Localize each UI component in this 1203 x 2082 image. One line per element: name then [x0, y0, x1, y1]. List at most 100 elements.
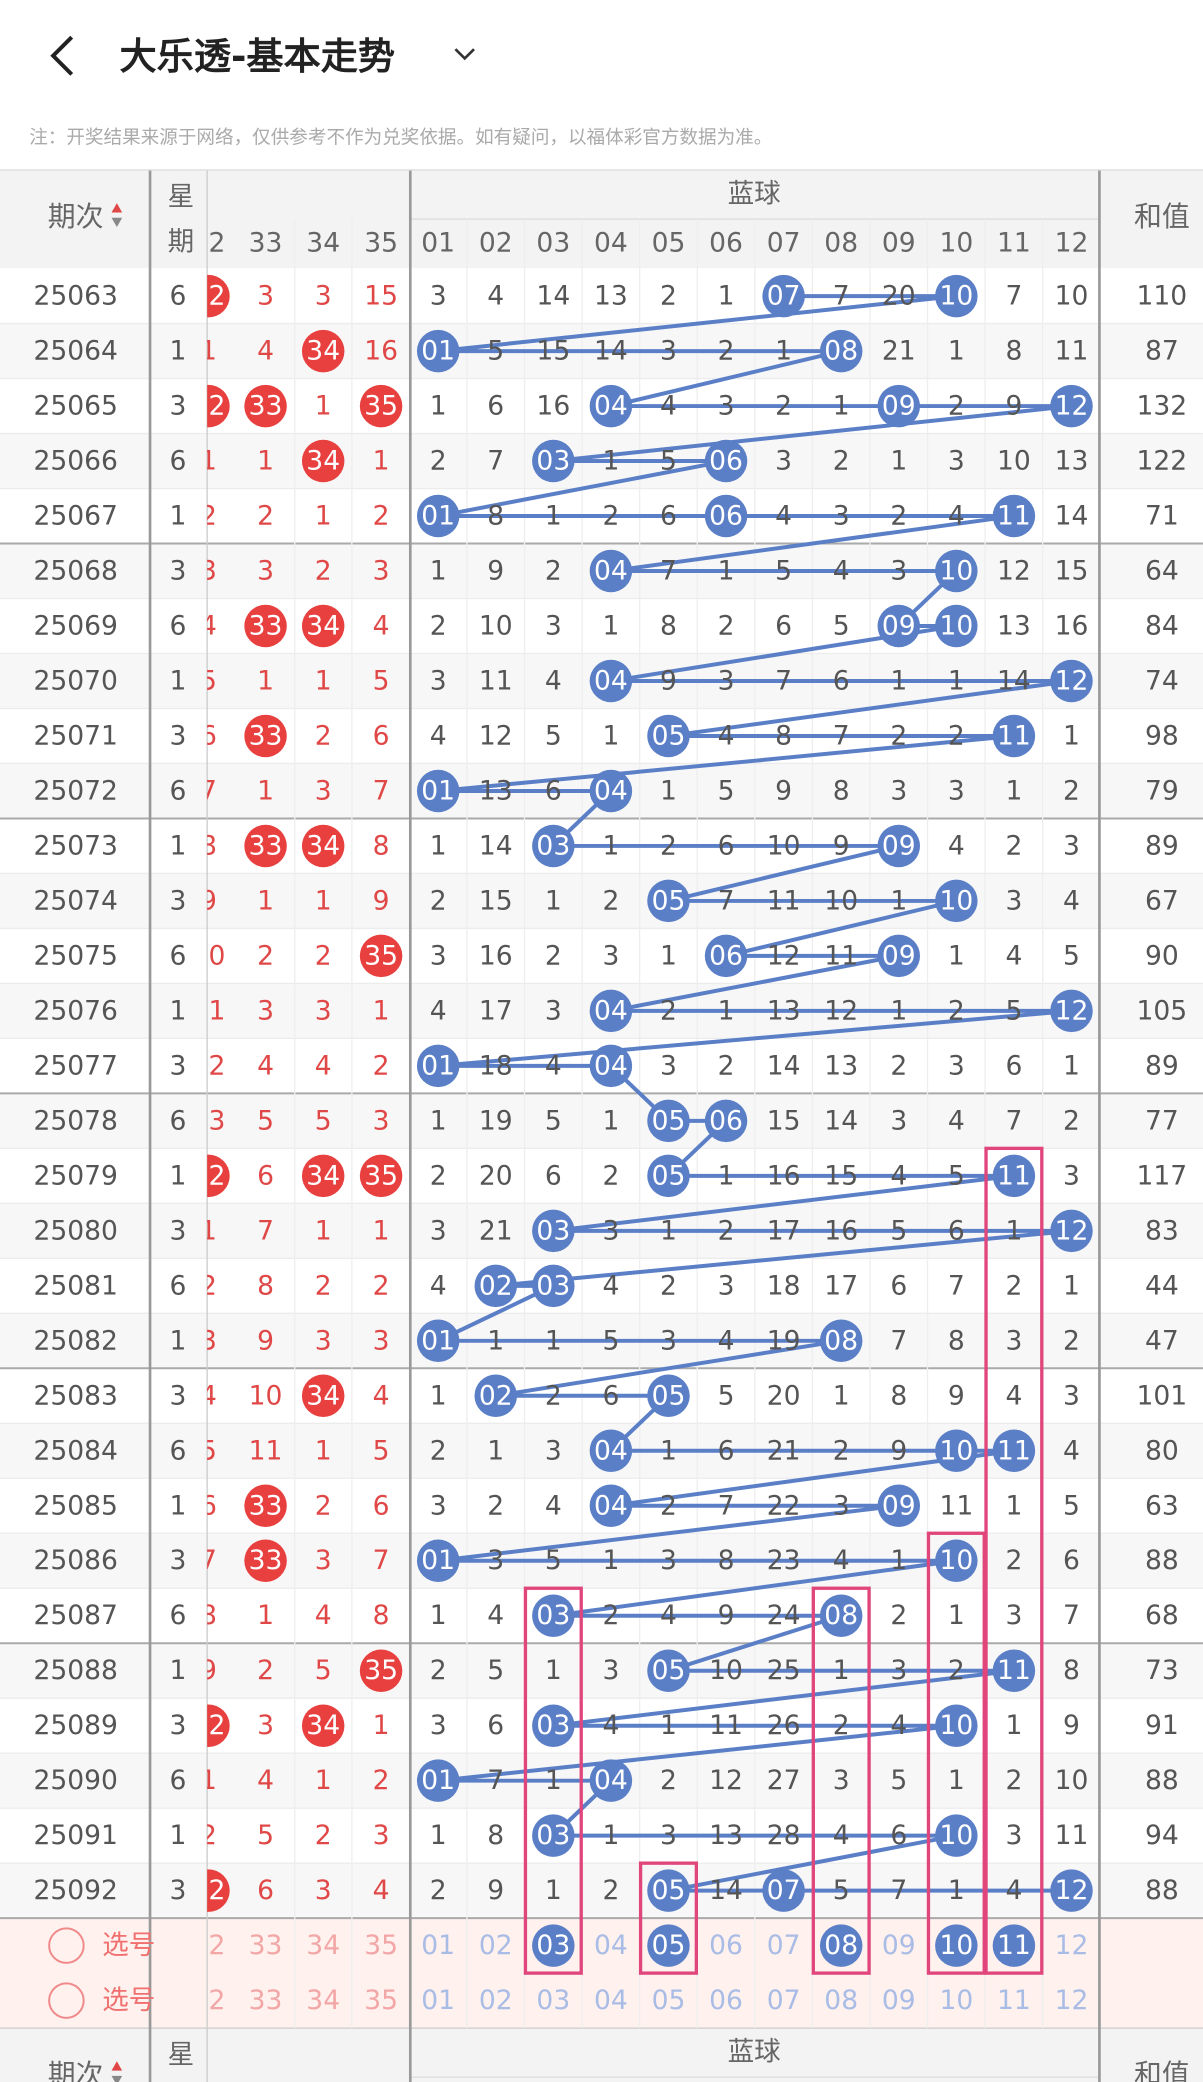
- selected-number[interactable]: 08: [824, 1930, 858, 1961]
- select-label[interactable]: 选号: [102, 1985, 155, 2016]
- blue-miss-count: 2: [1005, 1765, 1022, 1796]
- sort-up[interactable]: [111, 2061, 123, 2071]
- selected-number[interactable]: 05: [652, 1930, 686, 1961]
- select-blue-number[interactable]: 01: [421, 1985, 455, 2016]
- select-blue-number[interactable]: 11: [997, 1985, 1031, 2016]
- sort-down[interactable]: [111, 2075, 123, 2082]
- selected-number[interactable]: 10: [939, 1930, 973, 1961]
- select-red-number[interactable]: 35: [364, 1930, 398, 1961]
- selected-ball[interactable]: [532, 1924, 575, 1967]
- red-miss-count: 12: [192, 1050, 226, 1081]
- red-miss-count: 3: [373, 556, 390, 587]
- select-radio[interactable]: [48, 1982, 85, 2019]
- select-red-number[interactable]: 33: [249, 1985, 283, 2016]
- select-label[interactable]: 选号: [102, 1930, 155, 1961]
- blue-miss-count: 16: [767, 1160, 801, 1191]
- selected-ball[interactable]: [819, 1924, 863, 1967]
- blue-miss-count: 1: [602, 1545, 619, 1576]
- blue-ball: [589, 1429, 633, 1473]
- blue-ball-number: 05: [652, 1380, 686, 1411]
- red-cell: 4: [207, 1380, 217, 1411]
- blue-miss-count: 1: [487, 1325, 504, 1356]
- select-blue-number[interactable]: 09: [882, 1930, 916, 1961]
- select-red-number[interactable]: 34: [306, 1985, 340, 2016]
- select-radio[interactable]: [48, 1927, 85, 1964]
- select-blue-number[interactable]: 12: [1055, 1930, 1089, 1961]
- blue-miss-count: 1: [430, 1380, 447, 1411]
- blue-ball-number: 01: [421, 1765, 455, 1796]
- select-red-number[interactable]: 34: [306, 1930, 340, 1961]
- red-cell: 8: [373, 1600, 390, 1631]
- red-cell: 4: [315, 1050, 332, 1081]
- blue-ball-number: 10: [939, 556, 973, 587]
- weekday: 3: [169, 1875, 186, 1906]
- blue-miss-count: 2: [545, 556, 562, 587]
- select-blue-number[interactable]: 05: [652, 1985, 686, 2016]
- select-red-number[interactable]: 32: [192, 1930, 226, 1961]
- select-blue-number[interactable]: 02: [479, 1985, 513, 2016]
- selected-number[interactable]: 03: [536, 1930, 570, 1961]
- select-blue-number[interactable]: 10: [939, 1985, 973, 2016]
- blue-miss-count: 8: [660, 611, 677, 642]
- sort-up[interactable]: [111, 203, 123, 213]
- blue-miss-count: 2: [833, 1710, 850, 1741]
- select-blue-number[interactable]: 06: [709, 1985, 743, 2016]
- select-blue-number[interactable]: 01: [421, 1930, 455, 1961]
- blue-miss-count: 1: [545, 1765, 562, 1796]
- blue-miss-count: 1: [1005, 1215, 1022, 1246]
- sort-down[interactable]: [111, 217, 123, 228]
- select-blue-number[interactable]: 03: [536, 1985, 570, 2016]
- selected-ball[interactable]: [935, 1924, 978, 1967]
- selected-ball[interactable]: [647, 1924, 690, 1967]
- blue-ball: [935, 1704, 978, 1747]
- selected-ball[interactable]: [992, 1924, 1036, 1967]
- select-red-number[interactable]: 32: [192, 1985, 226, 2016]
- select-blue-number[interactable]: 02: [479, 1930, 513, 1961]
- blue-miss-count: 14: [997, 665, 1031, 696]
- select-blue-number[interactable]: 08: [824, 1985, 858, 2016]
- select-blue-number[interactable]: 07: [767, 1985, 801, 2016]
- blue-miss-count: 1: [430, 1600, 447, 1631]
- select-red-number[interactable]: 33: [249, 1930, 283, 1961]
- back-button[interactable]: [50, 35, 74, 76]
- red-miss-count: 7: [373, 775, 390, 806]
- period: 25080: [33, 1215, 117, 1246]
- blue-miss-count: 1: [948, 1765, 965, 1796]
- select-blue-number[interactable]: 12: [1055, 1985, 1089, 2016]
- blue-miss-count: 2: [1005, 830, 1022, 861]
- select-blue-number[interactable]: 04: [594, 1985, 628, 2016]
- red-cell: 1: [373, 1215, 390, 1246]
- page-title[interactable]: 大乐透-基本走势: [120, 34, 396, 78]
- red-column-number: 35: [364, 227, 398, 258]
- sum-header: 和值: [1134, 200, 1190, 233]
- blue-ball: [935, 879, 978, 923]
- red-miss-count: 8: [200, 830, 217, 861]
- red-ball-number: 34: [306, 1380, 340, 1411]
- blue-miss-count: 2: [1005, 1545, 1022, 1576]
- sum: 64: [1145, 556, 1179, 587]
- red-miss-count: 3: [315, 1875, 332, 1906]
- sum: 79: [1145, 775, 1179, 806]
- select-blue-number[interactable]: 07: [767, 1930, 801, 1961]
- blue-ball-number: 05: [652, 1160, 686, 1191]
- blue-ball-number: 04: [594, 1765, 628, 1796]
- red-miss-count: 2: [315, 556, 332, 587]
- select-blue-number[interactable]: 09: [882, 1985, 916, 2016]
- select-blue-number[interactable]: 04: [594, 1930, 628, 1961]
- blue-miss-count: 12: [479, 720, 513, 751]
- dropdown-icon[interactable]: [454, 48, 475, 61]
- blue-ball: [992, 714, 1036, 758]
- blue-miss-count: 6: [948, 1215, 965, 1246]
- blue-miss-count: 10: [997, 446, 1031, 477]
- red-miss-count: 5: [257, 1820, 274, 1851]
- red-cell: 34: [301, 604, 345, 648]
- red-cell: 4: [315, 1600, 332, 1631]
- blue-miss-count: 11: [1055, 336, 1089, 367]
- select-red-number[interactable]: 35: [364, 1985, 398, 2016]
- selected-number[interactable]: 11: [997, 1930, 1031, 1961]
- red-ball: [301, 1704, 345, 1747]
- select-blue-number[interactable]: 06: [709, 1930, 743, 1961]
- blue-miss-count: 7: [775, 665, 792, 696]
- blue-ball-number: 06: [709, 1105, 743, 1136]
- red-ball: [207, 1869, 230, 1912]
